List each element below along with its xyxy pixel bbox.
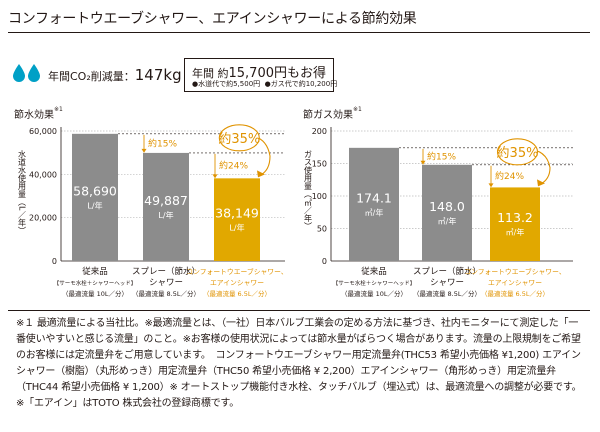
footnote-divider <box>8 310 590 311</box>
category-label: （最適流量 8.5L／分） <box>132 289 200 298</box>
title-divider <box>8 32 590 33</box>
total-reduction-label: 約35% <box>218 132 260 147</box>
bar <box>422 164 472 261</box>
co2-label: 年間CO₂削減量： <box>48 70 135 83</box>
footnote: ※１ 最適流量による当社比。※最適流量とは、（一社）日本バルブ工業会の定める方法… <box>16 318 582 409</box>
category-label: （最適流量 8.5L／分） <box>413 289 481 298</box>
reduction-label: 約15% <box>427 150 456 162</box>
bar-unit-label: L/年 <box>229 223 244 233</box>
water-drop-icon <box>13 64 40 82</box>
savings-water: ●水道代で約5,500円 <box>192 80 261 88</box>
total-badge <box>496 138 539 166</box>
savings-breakdown: ●水道代で約5,500円 ●ガス代で約10,200円 <box>192 79 337 89</box>
savings-gas: ●ガス代で約10,200円 <box>264 80 338 88</box>
y-tick-label: 150 <box>312 160 327 169</box>
savings-box: 年間 約15,700円もお得 ●水道代で約5,500円 ●ガス代で約10,200… <box>184 58 337 92</box>
category-label: （最適流量 10L／分） <box>341 289 407 298</box>
bar-value-label: 58,690 <box>73 183 117 198</box>
bar-unit-label: ㎥/年 <box>506 227 525 237</box>
category-label: シャワー <box>149 278 183 288</box>
savings-value: 15,700円もお得 <box>228 66 327 81</box>
arrow-head <box>257 170 265 178</box>
arrow-head <box>141 148 147 153</box>
co2-value: 147kg <box>134 66 182 84</box>
reduction-label: 約15% <box>148 137 177 149</box>
bar <box>72 133 118 261</box>
bar-value-label: 38,149 <box>215 206 259 221</box>
category-label: コンフォートウエーブシャワー、 <box>464 267 565 276</box>
bar <box>490 187 540 261</box>
bar-value-label: 174.1 <box>356 190 392 205</box>
category-label: スプレー（節水） <box>413 266 481 277</box>
savings-prefix: 年間 約 <box>192 67 229 80</box>
bar-value-label: 49,887 <box>144 193 188 208</box>
y-tick-label: 0 <box>322 257 327 266</box>
category-label: エアインシャワー <box>210 279 264 287</box>
bar-unit-label: ㎥/年 <box>438 216 457 226</box>
bar-unit-label: L/年 <box>87 200 102 210</box>
y-tick-label: 100 <box>312 192 327 201</box>
reduction-label: 約24% <box>495 170 524 182</box>
arrow-head <box>488 183 494 188</box>
y-tick-label: 60,000 <box>29 127 57 136</box>
bar <box>143 152 189 261</box>
bar-unit-label: L/年 <box>158 210 173 220</box>
water-usage-chart: 0 20,000 40,000 60,000 水道水使用量（L／年） 58,690 L/年従… <box>18 124 288 298</box>
bar <box>349 147 399 261</box>
category-label: スプレー（節水） <box>132 266 200 277</box>
category-label: エアインシャワー <box>488 279 542 287</box>
arrow-head <box>212 174 218 179</box>
category-label: 従来品 <box>82 266 108 277</box>
bar-value-label: 113.2 <box>497 210 533 225</box>
category-label: （最適流量 10L／分） <box>62 289 128 298</box>
category-label: 従来品 <box>361 266 387 277</box>
total-badge <box>218 124 260 152</box>
bar <box>214 178 260 261</box>
y-tick-label: 40,000 <box>29 170 57 179</box>
y-axis-label: ガス使用量（㎥／年） <box>304 150 313 230</box>
bar-value-label: 148.0 <box>429 199 465 214</box>
category-label: 【サーモ水栓＋シャワーヘッド】 <box>333 279 416 287</box>
category-label: （最適流量 6.5L／分） <box>481 289 549 298</box>
y-axis-label: 水道水使用量（L／年） <box>18 149 27 234</box>
gas-chart-title: 節ガス効果※1 <box>303 106 362 121</box>
y-tick-label: 20,000 <box>29 214 57 223</box>
category-label: コンフォートウエーブシャワー、 <box>186 267 287 276</box>
co2-reduction: 年間CO₂削減量：147kg <box>48 66 182 84</box>
bar-unit-label: ㎥/年 <box>365 207 384 217</box>
total-reduction-label: 約35% <box>497 146 539 161</box>
gas-usage-chart: 0 50 100 150 200 ガス使用量（㎥／年） 174.1 ㎥/年従来品【サーモ水栓＋… <box>304 127 573 298</box>
y-tick-label: 0 <box>52 257 57 266</box>
page-title: コンフォートウエーブシャワー、エアインシャワーによる節約効果 <box>8 11 417 27</box>
reduction-label: 約24% <box>219 160 248 172</box>
savings-main: 年間 約15,700円もお得 <box>192 62 326 81</box>
category-label: 【サーモ水栓＋シャワーヘッド】 <box>54 279 137 287</box>
arrow-head <box>537 179 545 187</box>
category-label: （最適流量 6.5L／分） <box>203 289 271 298</box>
water-chart-title: 節水効果※1 <box>14 106 63 121</box>
arrow-head <box>420 160 426 165</box>
y-tick-label: 200 <box>312 127 327 136</box>
category-label: シャワー <box>430 278 464 288</box>
y-tick-label: 50 <box>317 225 327 234</box>
